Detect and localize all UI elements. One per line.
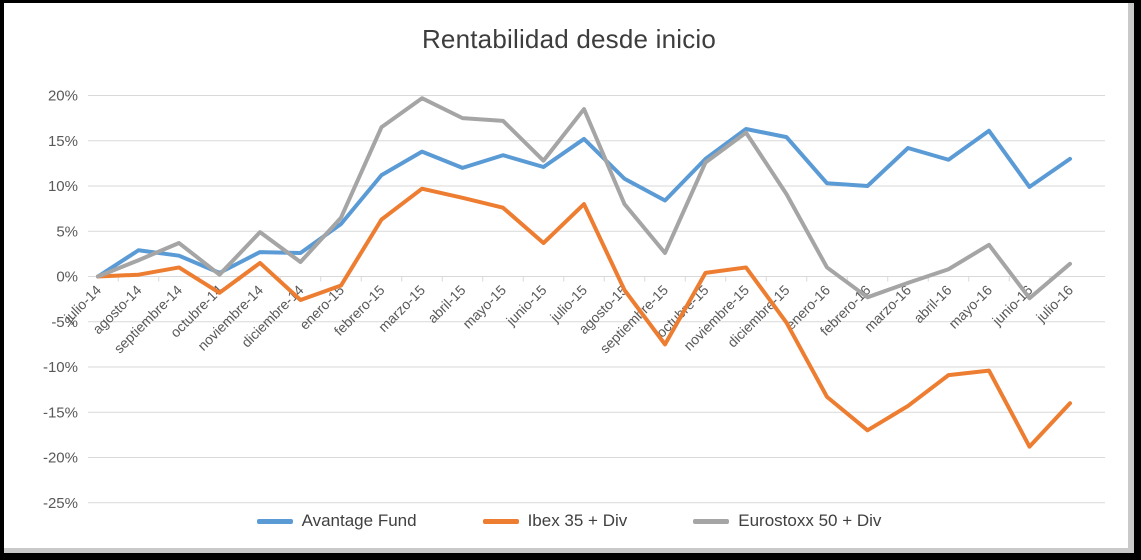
legend-label: Eurostoxx 50 + Div [738,511,882,530]
legend-item-ibex-35-div: Ibex 35 + Div [482,511,628,531]
y-axis-label: 20% [48,88,78,105]
legend-line-swatch [256,518,293,524]
legend-line-swatch [482,518,519,524]
series-line-ibex-35-div [96,186,1072,449]
legend-label: Ibex 35 + Div [527,511,628,530]
y-axis-label: 0% [56,269,78,286]
y-axis-label: -25% [43,495,78,512]
y-axis-label: -15% [43,404,78,421]
x-axis-label: mayo-16 [945,282,995,332]
y-axis-label: 10% [48,178,78,195]
legend-line-swatch [693,518,730,524]
y-axis-label: 5% [56,223,78,240]
y-axis-label: -10% [43,359,78,376]
series-line-eurostoxx-50-div [96,96,1072,301]
series-line-avantage-fund [96,126,1072,279]
y-axis-label: 15% [48,133,78,150]
x-axis-label: mayo-15 [459,282,509,332]
legend: Avantage Fund Ibex 35 + Div Eurostoxx 50… [4,511,1134,531]
legend-label: Avantage Fund [301,511,417,530]
legend-item-avantage-fund: Avantage Fund [256,511,417,531]
legend-item-eurostoxx-50-div: Eurostoxx 50 + Div [693,511,881,531]
chart-title: Rentabilidad desde inicio [421,24,717,54]
y-axis-label: -20% [43,450,78,467]
y-axis-label: -5% [51,314,78,331]
